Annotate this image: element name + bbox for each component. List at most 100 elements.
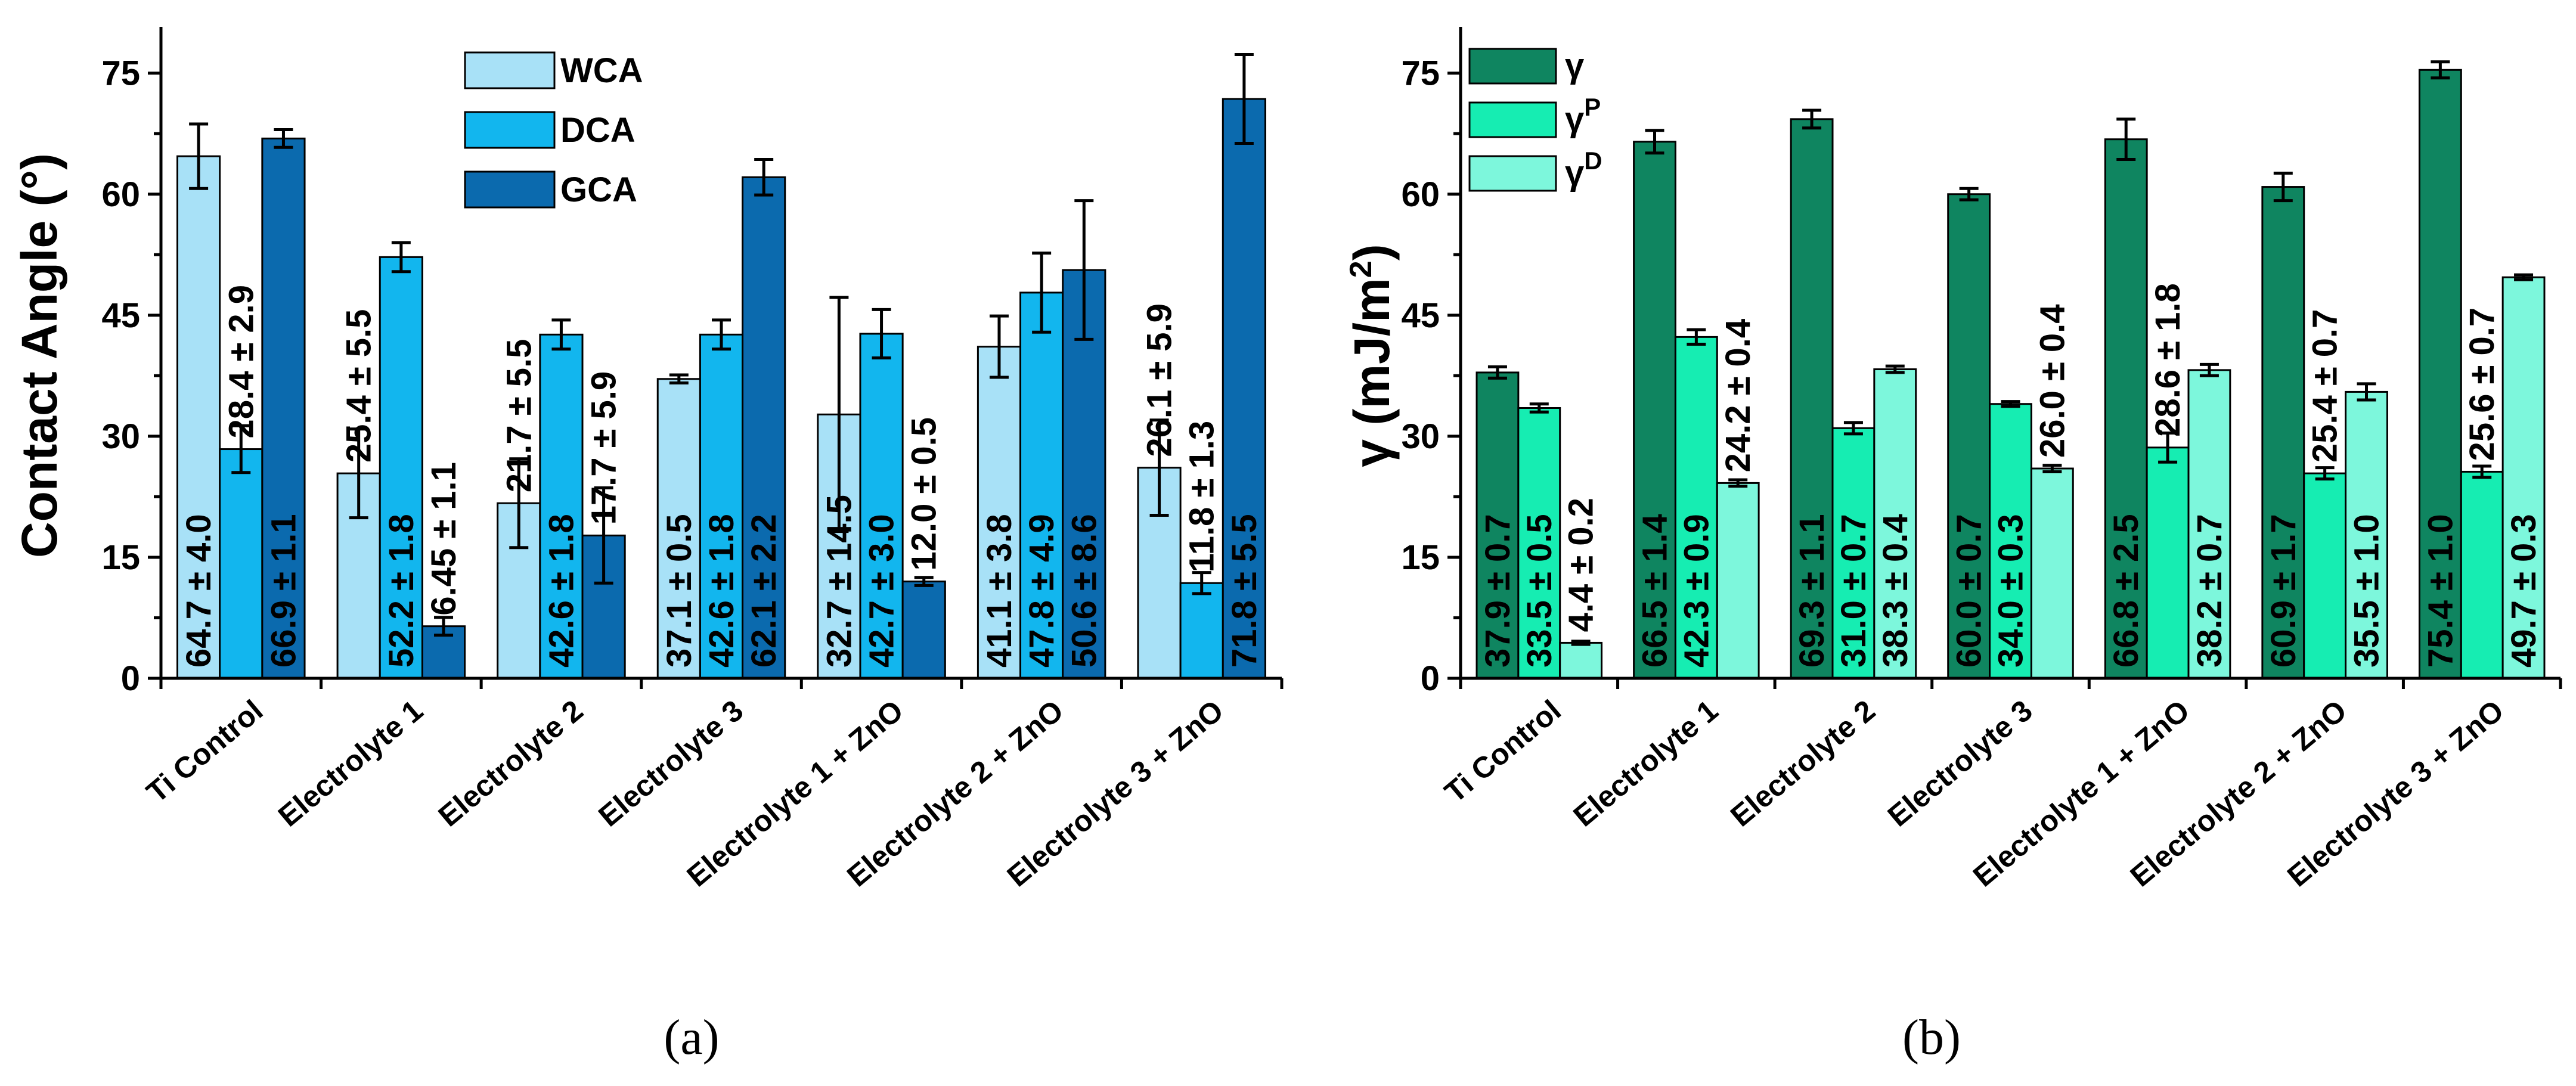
y-tick-label: 0 <box>121 659 140 698</box>
error-bar <box>1687 328 1706 346</box>
bar-DCA-0 <box>219 448 264 679</box>
bar-γ-6 <box>2418 69 2462 679</box>
data-label: 6.45 ± 1.1 <box>424 462 463 616</box>
data-label: 17.7 ± 5.9 <box>585 371 624 525</box>
data-label: 35.5 ± 1.0 <box>2347 514 2386 668</box>
data-label: 25.6 ± 0.7 <box>2463 308 2501 461</box>
data-label: 66.9 ± 1.1 <box>264 514 303 668</box>
data-label: 75.4 ± 1.0 <box>2421 514 2460 668</box>
data-label: 24.2 ± 0.4 <box>1719 319 1757 473</box>
error-bar <box>2431 60 2450 80</box>
y-tick-label: 15 <box>101 538 140 577</box>
y-axis-label: Contact Angle (°) <box>11 153 67 558</box>
data-label: 37.1 ± 0.5 <box>660 514 699 668</box>
bar-γP-5 <box>2303 472 2347 679</box>
bar-WCA-3 <box>656 378 701 679</box>
legend-label: DCA <box>560 111 636 150</box>
bar-γP-2 <box>1831 427 1876 679</box>
y-tick-label: 30 <box>101 417 140 456</box>
data-label: 33.5 ± 0.5 <box>1520 514 1559 668</box>
bar-γP-4 <box>2146 446 2190 679</box>
x-tick-label: Electrolyte 1 <box>1567 694 1725 833</box>
data-label: 42.6 ± 1.8 <box>702 514 741 668</box>
error-bar <box>989 314 1009 379</box>
error-bar <box>1645 129 1664 155</box>
error-bar <box>1885 364 1905 374</box>
data-label: 31.0 ± 0.7 <box>1834 514 1873 668</box>
error-bar <box>2199 362 2219 377</box>
data-label: 64.7 ± 4.0 <box>179 514 218 668</box>
legend-label: WCA <box>560 51 643 90</box>
bar-WCA-0 <box>176 155 221 679</box>
y-tick-label: 75 <box>101 54 140 93</box>
error-bar <box>2042 464 2062 473</box>
error-bar <box>231 424 251 474</box>
data-label: 47.8 ± 4.9 <box>1022 514 1061 668</box>
x-tick-label: Ti Control <box>140 694 269 809</box>
data-label: 32.7 ± 14.5 <box>820 495 858 668</box>
error-bar <box>872 308 891 360</box>
legend-swatch <box>464 51 556 89</box>
bar-γD-4 <box>2187 369 2231 679</box>
x-tick-label: Electrolyte 2 <box>1724 694 1881 833</box>
data-label: 34.0 ± 0.3 <box>1992 514 2031 668</box>
data-label: 4.4 ± 0.2 <box>1562 498 1601 632</box>
legend-swatch <box>1468 101 1557 138</box>
bar-γP-6 <box>2460 470 2504 679</box>
y-tick-label: 0 <box>1421 659 1440 698</box>
panel-label: (a) <box>664 1010 719 1065</box>
data-label: 60.0 ± 0.7 <box>1950 514 1989 668</box>
x-tick-label: Electrolyte 1 <box>272 694 429 833</box>
error-bar <box>509 457 529 550</box>
legend-label: GCA <box>560 170 637 209</box>
data-label: 28.6 ± 1.8 <box>2149 283 2187 437</box>
legend-label: γD <box>1565 147 1602 193</box>
legend-swatch <box>1468 155 1557 192</box>
panel-b-surface-energy-chart: 37.9 ± 0.7 33.5 ± 0.5 4.4 ± 0.2 Ti Control 6… <box>1344 27 2562 1065</box>
bar-GCA-3 <box>742 176 786 679</box>
data-label: 42.7 ± 3.0 <box>863 514 901 668</box>
error-bar <box>829 296 849 533</box>
x-tick-label: Electrolyte 3 <box>592 694 749 833</box>
error-bar <box>2116 117 2136 162</box>
legend-swatch <box>464 111 556 149</box>
panel-a-contact-angle-chart: 64.7 ± 4.0 28.4 ± 2.9 66.9 ± 1.1 Ti Control… <box>11 27 1284 1065</box>
error-bar <box>1487 365 1507 380</box>
data-label: 12.0 ± 0.5 <box>905 417 944 571</box>
bar-DCA-6 <box>1179 582 1224 679</box>
y-tick-label: 60 <box>101 175 140 214</box>
data-label: 37.9 ± 0.7 <box>1478 514 1517 668</box>
data-label: 42.3 ± 0.9 <box>1677 514 1716 668</box>
x-tick-label: Ti Control <box>1439 694 1567 809</box>
legend-swatch <box>464 170 556 209</box>
panel-label: (b) <box>1902 1010 1961 1065</box>
error-bar <box>1843 421 1863 436</box>
error-bar <box>1074 199 1094 341</box>
legend-label: γP <box>1565 93 1601 139</box>
y-axis-label: γ (mJ/m2) <box>1344 244 1400 467</box>
error-bar <box>1529 402 1549 414</box>
error-bar <box>754 158 774 197</box>
error-bar <box>2472 464 2492 479</box>
data-label: 41.1 ± 3.8 <box>980 514 1019 668</box>
error-bar <box>669 373 689 385</box>
error-bar <box>189 122 209 190</box>
error-bar <box>434 616 454 637</box>
data-label: 71.8 ± 5.5 <box>1225 514 1264 668</box>
error-bar <box>274 128 293 149</box>
x-tick-label: Electrolyte 3 <box>1881 694 2039 833</box>
error-bar <box>1802 108 1822 130</box>
data-label: 38.2 ± 0.7 <box>2190 514 2229 668</box>
data-label: 25.4 ± 5.5 <box>340 309 379 463</box>
bar-DCA-5 <box>1019 291 1064 679</box>
data-label: 66.8 ± 2.5 <box>2107 514 2146 668</box>
data-label: 28.4 ± 2.9 <box>222 285 261 439</box>
error-bar <box>391 241 411 274</box>
bar-γD-1 <box>1716 482 1760 679</box>
error-bar <box>1234 53 1254 145</box>
error-bar <box>2001 400 2020 408</box>
legend: WCA DCA GCA <box>464 51 643 209</box>
data-label: 60.9 ± 1.7 <box>2264 514 2303 668</box>
bar-γP-3 <box>1989 403 2032 679</box>
